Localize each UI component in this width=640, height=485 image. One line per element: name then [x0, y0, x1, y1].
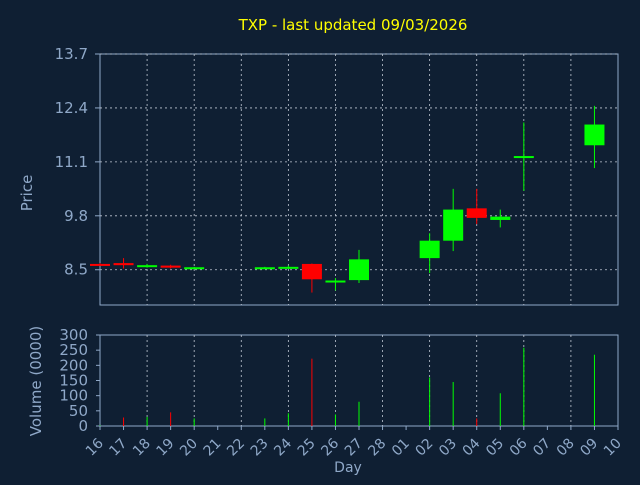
- price-panel-frame: [99, 53, 619, 306]
- candle-body: [466, 208, 487, 218]
- x-tick-label: 18: [130, 436, 154, 460]
- x-tick-label: 09: [577, 436, 601, 460]
- x-tick-label: 28: [365, 436, 389, 460]
- candle-body: [490, 216, 511, 220]
- price-tick-label: 12.4: [55, 99, 88, 117]
- x-tick-label: 06: [507, 435, 531, 459]
- candle-body: [137, 265, 158, 268]
- price-tick-label: 11.1: [55, 153, 88, 171]
- candle-body: [419, 240, 440, 259]
- candle-body: [349, 259, 369, 281]
- x-tick-label: 21: [201, 436, 225, 460]
- x-tick-label: 01: [389, 436, 413, 460]
- x-tick-label: 07: [530, 436, 554, 460]
- x-tick-label: 26: [318, 435, 342, 459]
- x-tick-label: 03: [436, 436, 460, 460]
- candle-body: [184, 267, 205, 270]
- chart-title: TXP - last updated 09/03/2026: [238, 16, 468, 34]
- price-tick-label: 8.5: [64, 261, 88, 279]
- x-tick-label: 16: [83, 435, 107, 459]
- candle-body: [584, 124, 605, 146]
- candle-body: [513, 156, 534, 159]
- x-tick-label: 05: [483, 436, 507, 460]
- volume-axis-label: Volume (0000): [27, 326, 45, 436]
- x-tick-label: 27: [342, 436, 366, 460]
- volume-tick-label: 50: [69, 402, 88, 420]
- candle-body: [113, 263, 134, 266]
- price-axis-label: Price: [18, 175, 36, 212]
- volume-tick-label: 0: [78, 417, 88, 435]
- x-tick-label: 19: [154, 436, 178, 460]
- x-tick-label: 22: [224, 436, 248, 460]
- candle-body: [443, 209, 464, 241]
- x-axis-label: Day: [334, 460, 362, 476]
- volume-tick-label: 200: [59, 356, 88, 374]
- candle-body: [254, 267, 275, 270]
- candle-body: [301, 263, 322, 280]
- x-tick-label: 20: [177, 436, 201, 460]
- volume-tick-label: 250: [59, 341, 88, 359]
- price-tick-label: 9.8: [64, 207, 88, 225]
- price-tick-label: 13.7: [55, 45, 88, 63]
- volume-tick-label: 300: [59, 326, 88, 344]
- candle-body: [160, 265, 181, 268]
- x-tick-label: 08: [554, 436, 578, 460]
- x-tick-label: 17: [106, 436, 130, 460]
- x-tick-label: 02: [413, 436, 437, 460]
- volume-tick-label: 100: [59, 387, 88, 405]
- x-tick-label: 10: [601, 436, 625, 460]
- x-tick-label: 04: [460, 435, 484, 459]
- x-tick-label: 25: [295, 436, 319, 460]
- candle-body: [90, 263, 110, 266]
- candle-body: [325, 280, 346, 283]
- candle-body: [278, 266, 299, 269]
- volume-tick-label: 150: [59, 372, 88, 390]
- x-tick-label: 24: [271, 435, 295, 459]
- x-tick-label: 23: [248, 436, 272, 460]
